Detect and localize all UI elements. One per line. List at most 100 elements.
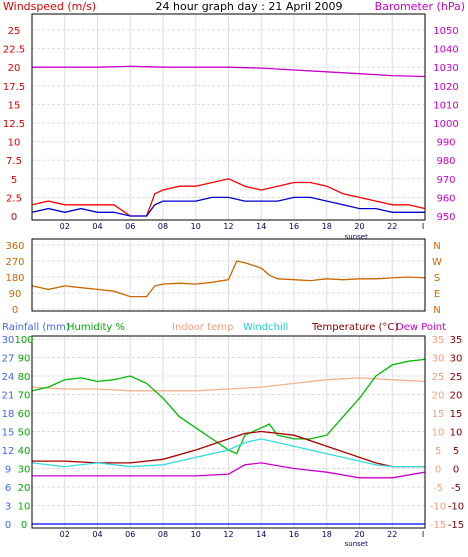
windspeed-tick-label: 12.5 bbox=[3, 119, 25, 130]
windspeed-tick-label: 2.5 bbox=[6, 193, 22, 204]
humidity-tick-label: 10 bbox=[18, 502, 31, 513]
barometer-tick-label: 1010 bbox=[433, 100, 458, 111]
indoor-temp-tick-label: 20 bbox=[432, 391, 445, 402]
panel1-ticks: 0 2.5 5 7.5 10 12.5 15 17.5 20 22.5 25 950 960 970 980… bbox=[3, 26, 459, 241]
indoor-temp-tick-label: 5 bbox=[435, 446, 441, 457]
x-tick-label: 18 bbox=[322, 530, 332, 539]
rainfall-tick-label: 9 bbox=[5, 465, 11, 476]
x-tick-label: 08 bbox=[158, 530, 168, 539]
temperature-tick-label: 20 bbox=[450, 391, 463, 402]
windchill-series-line bbox=[31, 438, 425, 468]
x-tick-label: 08 bbox=[158, 222, 168, 231]
indoor-temp-tick-label: -15 bbox=[430, 520, 446, 531]
panel2-grid bbox=[32, 239, 425, 311]
windspeed-tick-label: 7.5 bbox=[6, 156, 22, 167]
direction-tick-label: 90 bbox=[9, 289, 22, 300]
windspeed-tick-label: 10 bbox=[8, 138, 21, 149]
humidity-tick-label: 20 bbox=[18, 483, 31, 494]
x-tick-label: 22 bbox=[387, 530, 397, 539]
humidity-tick-label: 70 bbox=[18, 391, 31, 402]
indoor-temp-tick-label: 35 bbox=[432, 335, 445, 346]
indoor-temp-tick-label: 30 bbox=[432, 354, 445, 365]
temperature-tick-label: -5 bbox=[451, 483, 461, 494]
temperature-tick-label: 10 bbox=[450, 428, 463, 439]
x-tick-label: 14 bbox=[256, 222, 266, 231]
temperature-tick-label: 30 bbox=[450, 354, 463, 365]
sunset-label: sunset bbox=[345, 540, 368, 548]
indoor-temp-tick-label: -5 bbox=[433, 483, 443, 494]
legend-label: Windchill bbox=[243, 322, 288, 333]
compass-tick-label: W bbox=[432, 257, 442, 268]
indoor-temp-tick-label: 25 bbox=[432, 372, 445, 383]
humidity-tick-label: 90 bbox=[18, 354, 31, 365]
x-tick-label: 10 bbox=[191, 530, 201, 539]
rainfall-tick-label: 3 bbox=[5, 502, 11, 513]
indoor-temp-tick-label: 10 bbox=[432, 428, 445, 439]
windspeed-tick-label: 25 bbox=[8, 26, 21, 37]
panel3-grid bbox=[32, 336, 425, 528]
barometer-tick-label: 950 bbox=[436, 212, 455, 223]
direction-tick-label: 0 bbox=[12, 305, 18, 316]
panel2-series bbox=[31, 260, 426, 298]
barometer-tick-label: 980 bbox=[436, 156, 455, 167]
compass-tick-label: E bbox=[434, 289, 440, 300]
windspeed-tick-label: 0 bbox=[11, 212, 17, 223]
wind_direction-series-line bbox=[31, 260, 426, 298]
temperature-tick-label: 35 bbox=[450, 335, 463, 346]
wind_gust-series-line bbox=[31, 178, 426, 217]
x-tick-label: 10 bbox=[191, 222, 201, 231]
barometer-tick-label: 960 bbox=[436, 193, 455, 204]
legend-label: Temperature (°C) bbox=[311, 322, 398, 333]
indoor-temp-tick-label: -10 bbox=[430, 502, 446, 513]
x-tick-label: 16 bbox=[289, 530, 299, 539]
x-tick-label: 20 bbox=[354, 530, 364, 539]
legend-label: Dew Point bbox=[396, 322, 446, 333]
temperature-series-line bbox=[32, 430, 425, 468]
x-end-marker: I bbox=[422, 530, 424, 539]
rainfall-tick-label: 18 bbox=[2, 409, 15, 420]
indoor_temp-series-line bbox=[31, 377, 426, 392]
rainfall-tick-label: 6 bbox=[5, 483, 11, 494]
sunset-label: sunset bbox=[345, 233, 368, 241]
humidity-tick-label: 80 bbox=[18, 372, 31, 383]
temperature-tick-label: 15 bbox=[450, 409, 463, 420]
x-end-marker: I bbox=[422, 222, 424, 231]
rainfall-tick-label: 15 bbox=[2, 428, 15, 439]
temperature-tick-label: -15 bbox=[448, 520, 464, 531]
x-tick-label: 04 bbox=[92, 530, 102, 539]
barometer-tick-label: 1020 bbox=[433, 82, 458, 93]
humidity-tick-label: 50 bbox=[18, 428, 31, 439]
windspeed-tick-label: 15 bbox=[8, 100, 21, 111]
compass-tick-label: N bbox=[433, 241, 440, 252]
humidity-tick-label: 100 bbox=[14, 335, 33, 346]
x-tick-label: 06 bbox=[125, 530, 135, 539]
direction-tick-label: 270 bbox=[5, 257, 24, 268]
x-tick-label: 16 bbox=[289, 222, 299, 231]
x-tick-label: 02 bbox=[60, 530, 70, 539]
rainfall-tick-label: 21 bbox=[2, 391, 15, 402]
humidity-series-line bbox=[31, 358, 426, 455]
legend-label: Indoor temp bbox=[172, 322, 233, 333]
barometer-tick-label: 1000 bbox=[433, 119, 458, 130]
barometer-tick-label: 1030 bbox=[433, 63, 458, 74]
humidity-tick-label: 0 bbox=[21, 520, 27, 531]
temperature-tick-label: 0 bbox=[453, 465, 459, 476]
panel2-frame bbox=[31, 238, 426, 312]
barometer-tick-label: 990 bbox=[436, 138, 455, 149]
panel3-ticks: 0369121518212427300102030405060708090100… bbox=[2, 335, 465, 548]
temperature-tick-label: 5 bbox=[453, 446, 459, 457]
panel3-legend-labels: Rainfall (mm)Humidity % Indoor temp Windch… bbox=[2, 322, 446, 333]
direction-tick-label: 180 bbox=[5, 273, 24, 284]
windspeed-tick-label: 20 bbox=[8, 63, 21, 74]
panel3-frame bbox=[31, 335, 426, 529]
compass-tick-label: S bbox=[434, 273, 440, 284]
indoor-temp-tick-label: 0 bbox=[435, 465, 441, 476]
humidity-tick-label: 40 bbox=[18, 446, 31, 457]
humidity-tick-label: 60 bbox=[18, 409, 31, 420]
windspeed-tick-label: 17.5 bbox=[3, 82, 25, 93]
barometer-tick-label: 970 bbox=[436, 175, 455, 186]
indoor-temp-tick-label: 15 bbox=[432, 409, 445, 420]
